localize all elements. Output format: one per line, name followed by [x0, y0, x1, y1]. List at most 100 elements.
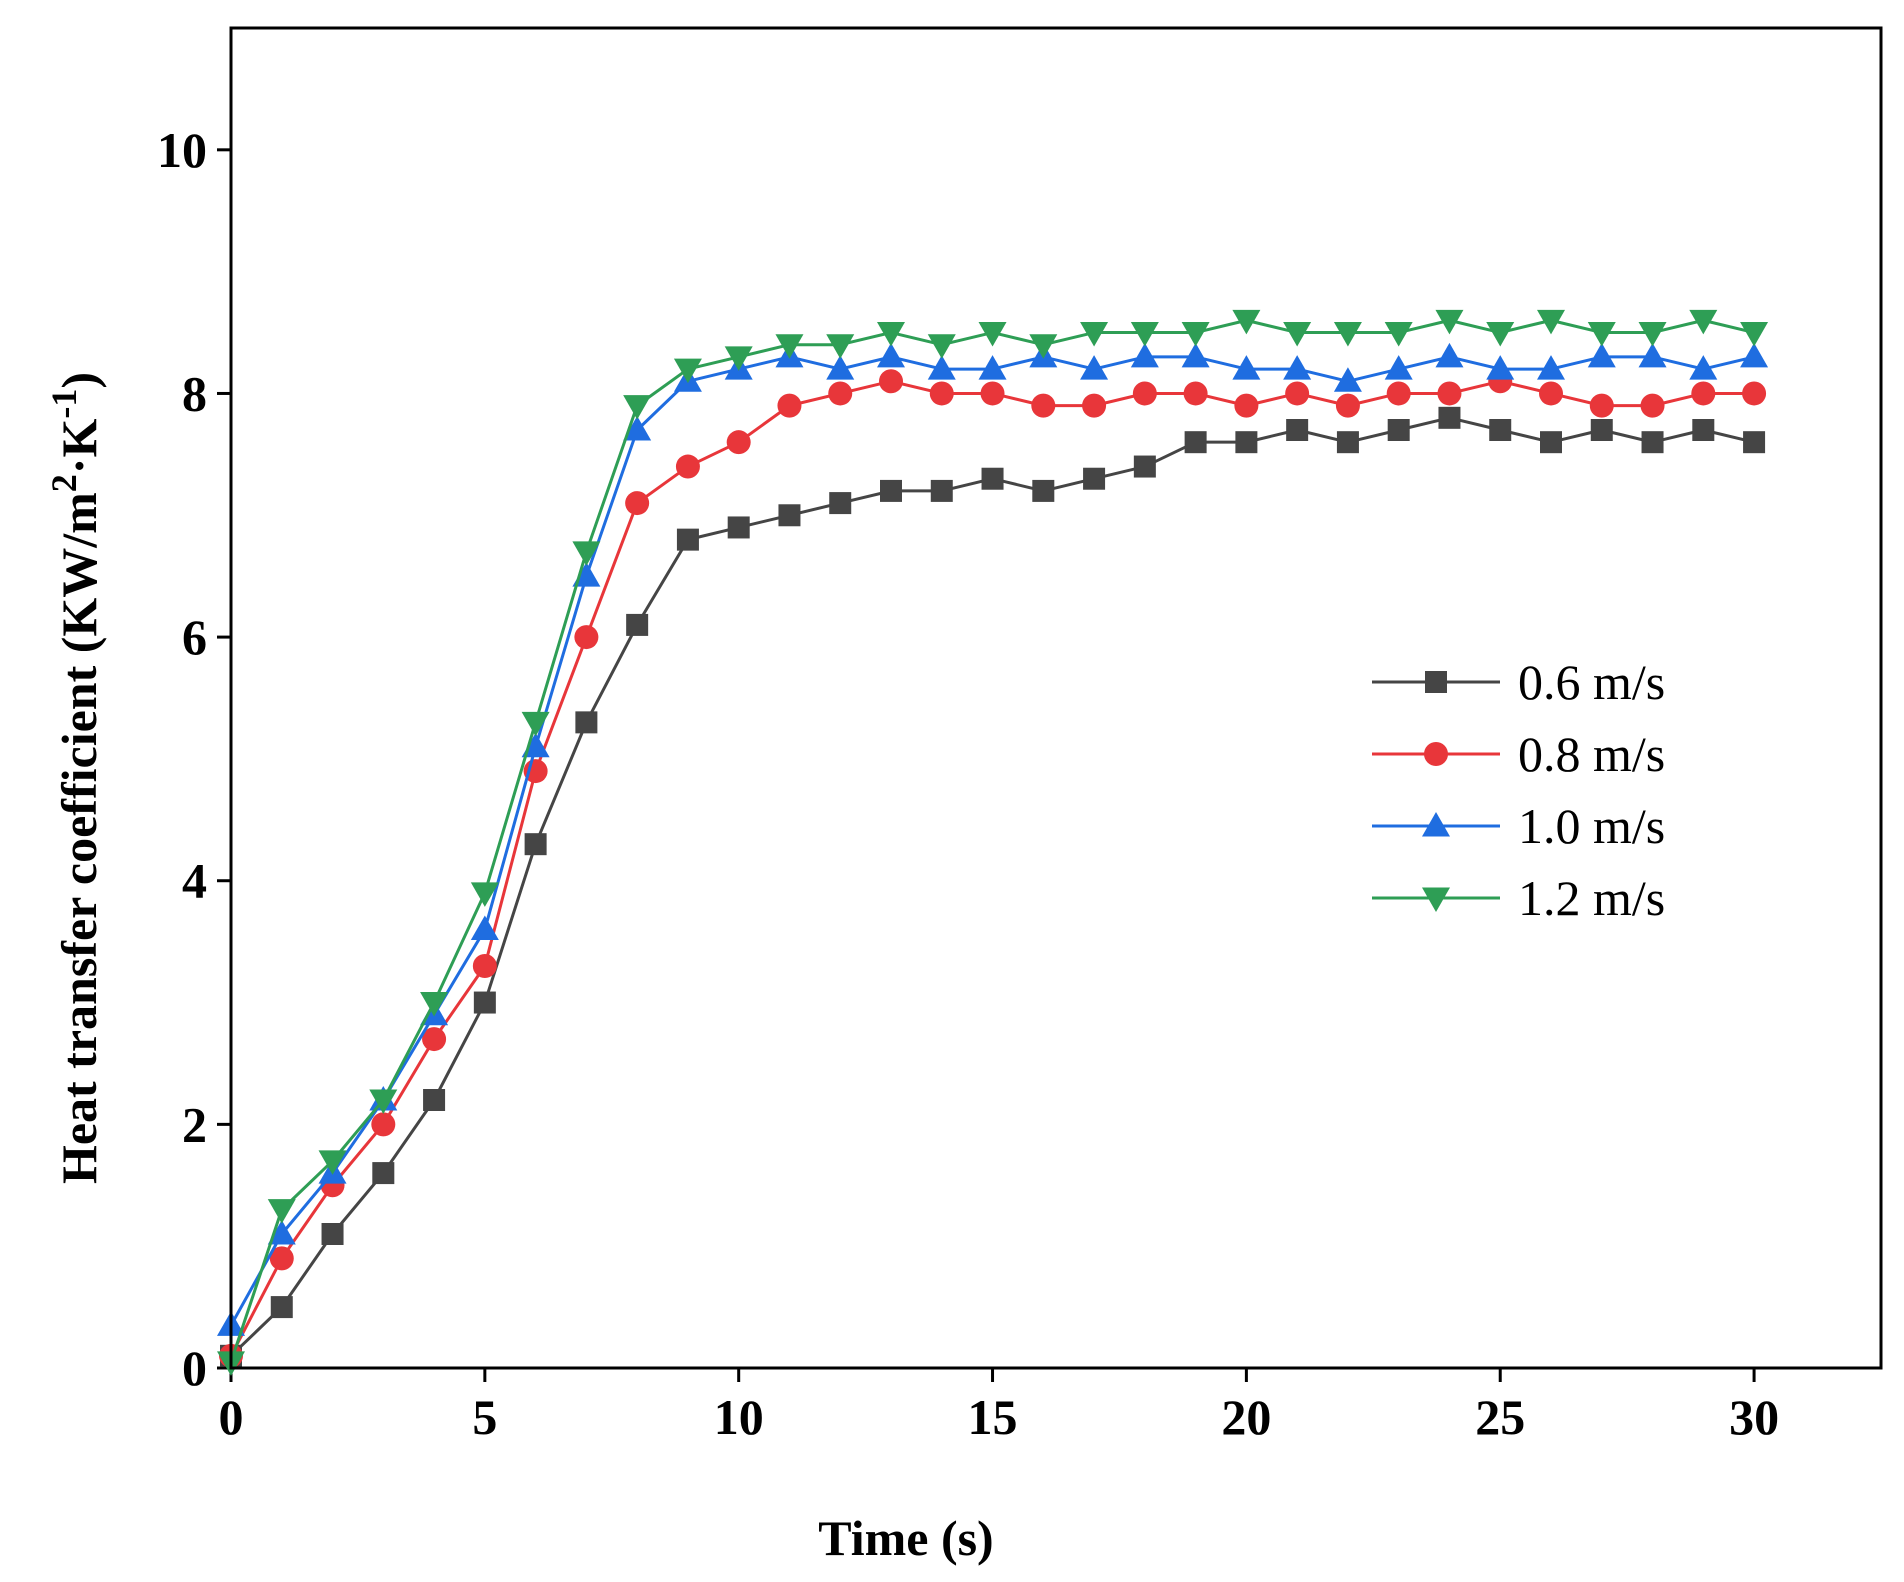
data-point [727, 516, 750, 539]
data-point [1689, 355, 1718, 380]
data-point [1638, 322, 1667, 347]
data-point [1234, 393, 1259, 418]
data-point [1386, 381, 1411, 406]
data-point [270, 1296, 293, 1319]
data-point [1590, 419, 1613, 441]
data-point [1080, 322, 1109, 347]
data-point [877, 322, 905, 347]
data-point [470, 882, 499, 907]
data-point [321, 1223, 344, 1245]
data-point [1232, 355, 1261, 380]
data-point [1740, 322, 1769, 347]
y-tick-label: 0 [182, 1340, 207, 1396]
y-axis-title: Heat transfer coefficient (KW/m2·K-1) [44, 372, 107, 1184]
legend-label: 0.6 m/s [1518, 654, 1665, 710]
x-axis-title: Time (s) [818, 1510, 993, 1566]
data-point [623, 416, 652, 441]
data-point [625, 491, 650, 516]
x-tick-label: 15 [968, 1389, 1018, 1445]
series-0-8-m-s [219, 369, 1767, 1368]
data-point [829, 492, 852, 515]
data-point [473, 991, 496, 1014]
x-tick-label: 30 [1729, 1389, 1779, 1445]
series-line [229, 379, 1755, 1357]
data-point [1384, 322, 1413, 347]
data-point [1080, 355, 1109, 380]
data-point [1384, 355, 1413, 380]
legend-item: 1.0 m/s [1372, 798, 1665, 854]
data-point [1082, 393, 1107, 418]
data-point [1283, 355, 1312, 380]
data-point [369, 1089, 398, 1114]
data-point [1181, 322, 1210, 347]
y-tick-label: 8 [182, 365, 207, 421]
x-tick-label: 10 [714, 1389, 764, 1445]
data-point [521, 711, 550, 737]
tick-labels: 0 5 10 15 20 25 30 0 2 4 6 8 10 [157, 122, 1779, 1445]
y-tick-label: 4 [182, 853, 207, 909]
data-point [1335, 393, 1360, 418]
x-tick-label: 20 [1221, 1389, 1271, 1445]
data-point [470, 915, 499, 940]
data-point [626, 613, 649, 636]
data-point [1333, 367, 1362, 392]
data-point [1641, 431, 1664, 454]
data-point [1133, 455, 1156, 478]
data-point [574, 625, 599, 650]
data-point [1486, 322, 1515, 347]
data-point [1437, 381, 1462, 406]
y-tick-label: 2 [182, 1096, 207, 1152]
data-point [880, 479, 902, 502]
legend-item: 0.6 m/s [1372, 654, 1665, 710]
data-point [1638, 342, 1667, 368]
legend-label: 1.0 m/s [1518, 798, 1665, 854]
data-point [575, 711, 598, 734]
data-point [371, 1112, 396, 1137]
legend-marker [1424, 742, 1448, 766]
data-point [1235, 431, 1258, 454]
data-point [1438, 406, 1461, 429]
legend-item: 1.2 m/s [1372, 870, 1665, 926]
legend-label: 1.2 m/s [1518, 870, 1665, 926]
data-point [775, 334, 804, 359]
y-axis-title-middle: ·K [51, 419, 107, 475]
data-point [930, 479, 953, 502]
y-axis-title-prefix: Heat transfer coefficient (KW/m [51, 492, 107, 1184]
data-point [1539, 381, 1563, 406]
legend-label: 0.8 m/s [1518, 726, 1665, 782]
y-tick-label: 10 [157, 122, 207, 178]
data-point [1489, 419, 1512, 441]
data-point [1742, 381, 1767, 406]
data-point [423, 1089, 446, 1111]
data-point [826, 355, 855, 380]
data-point [1387, 419, 1410, 441]
data-point [1181, 342, 1210, 368]
data-point [1435, 342, 1464, 368]
y-axis-title-sup2: -1 [44, 389, 84, 419]
legend-item: 0.8 m/s [1372, 726, 1665, 782]
data-point [724, 346, 753, 371]
data-point [1083, 467, 1106, 490]
legend-marker [1422, 812, 1450, 837]
data-point [1286, 419, 1309, 441]
x-tick-label: 5 [472, 1389, 497, 1445]
data-point [929, 381, 954, 406]
data-point [572, 541, 601, 566]
data-point [472, 954, 497, 978]
data-point [1283, 322, 1312, 347]
data-point [1589, 393, 1614, 418]
data-point [267, 1220, 296, 1245]
data-point [1130, 322, 1159, 347]
data-point [1333, 322, 1362, 347]
data-point [1537, 309, 1565, 335]
data-point [1435, 309, 1464, 335]
data-point [1032, 479, 1055, 502]
data-point [1184, 431, 1207, 454]
data-point [978, 355, 1007, 380]
data-point [623, 395, 652, 420]
data-point [676, 528, 699, 551]
x-tick-label: 0 [219, 1389, 244, 1445]
data-point [1183, 381, 1208, 406]
data-point [828, 381, 853, 406]
